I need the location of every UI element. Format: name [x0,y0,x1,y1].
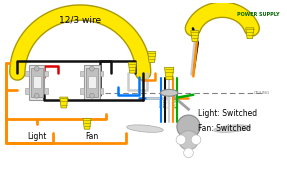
Text: Light: Switched
Fan: Switched: Light: Switched Fan: Switched [198,109,257,133]
FancyBboxPatch shape [84,65,100,100]
Polygon shape [246,28,254,39]
Bar [44,88,48,94]
Circle shape [191,135,201,144]
Bar [100,88,103,94]
Text: POWER: POWER [160,98,163,107]
Text: Light: Light [27,132,46,141]
Polygon shape [128,62,137,73]
FancyBboxPatch shape [88,76,96,88]
FancyBboxPatch shape [31,68,42,97]
Bar [100,71,103,76]
Circle shape [90,93,94,98]
Text: 12/3 wire: 12/3 wire [59,16,101,25]
Circle shape [184,148,193,158]
FancyBboxPatch shape [29,65,44,100]
Bar [25,88,29,94]
Ellipse shape [160,89,178,96]
Bar [44,71,48,76]
Text: NEUTRAL: NEUTRAL [167,97,171,108]
Polygon shape [60,97,68,108]
Ellipse shape [127,125,163,132]
Bar [25,71,29,76]
Circle shape [179,131,198,150]
Circle shape [34,93,39,98]
Polygon shape [83,118,91,129]
Ellipse shape [214,125,250,132]
Circle shape [176,135,186,144]
Polygon shape [164,67,174,80]
Text: GROUND: GROUND [175,97,179,108]
Circle shape [34,66,39,71]
Polygon shape [191,31,199,42]
Circle shape [90,66,94,71]
Bar [80,71,84,76]
Text: POWER: POWER [163,98,167,107]
Text: Fan: Fan [85,132,98,141]
Circle shape [177,115,200,138]
FancyBboxPatch shape [33,76,40,88]
Bar [80,88,84,94]
Polygon shape [148,52,156,62]
Text: CEILING: CEILING [253,91,269,95]
FancyBboxPatch shape [86,68,98,97]
Text: POWER SUPPLY: POWER SUPPLY [237,12,280,17]
